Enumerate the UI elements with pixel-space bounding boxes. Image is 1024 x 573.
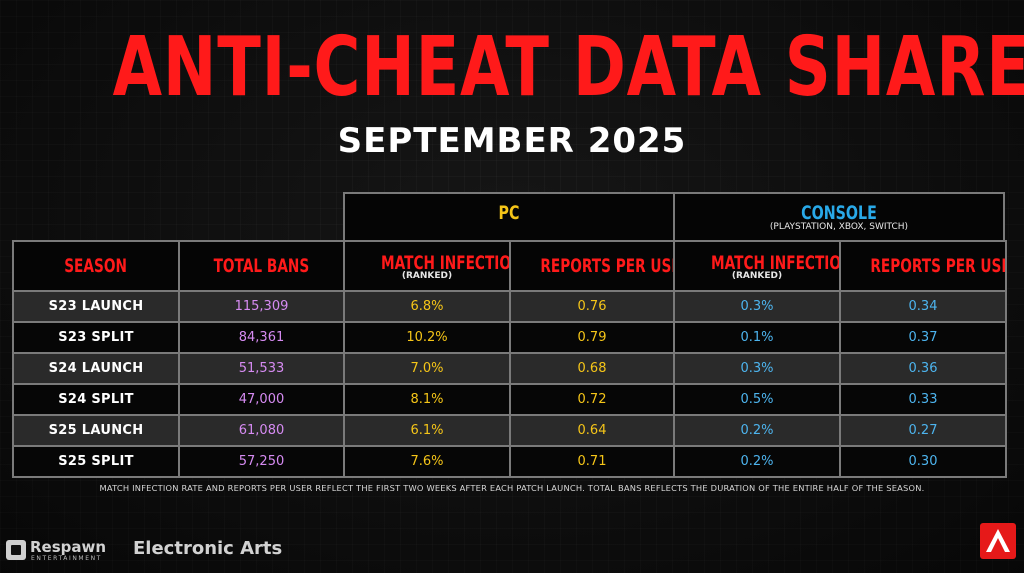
total-bans-cell: 115,309 [178,290,345,323]
page-subtitle: SEPTEMBER 2025 [337,121,687,161]
pc-reports-cell: 0.71 [509,445,675,478]
console-infection-cell: 0.1% [673,321,841,354]
pc-infection-cell: 6.1% [343,414,511,447]
console-infection-cell: 0.5% [673,383,841,416]
console-infection-cell: 0.3% [673,352,841,385]
ea-logo: Electronic Arts [133,538,283,559]
column-header-pc-match-infection: MATCH INFECTION RATE (RANKED) [343,240,511,292]
pc-infection-cell: 7.0% [343,352,511,385]
console-infection-cell: 0.2% [673,414,841,447]
console-group-sublabel: (PLAYSTATION, XBOX, SWITCH) [769,222,909,232]
console-infection-cell: 0.3% [673,290,841,323]
season-cell: S24 LAUNCH [12,352,180,385]
pc-infection-cell: 8.1% [343,383,511,416]
footnote: MATCH INFECTION RATE AND REPORTS PER USE… [99,483,925,493]
pc-reports-cell: 0.72 [509,383,675,416]
console-group-label: CONSOLE [801,202,877,224]
total-bans-cell: 51,533 [178,352,345,385]
season-cell: S23 SPLIT [12,321,180,354]
respawn-logo: Respawn ENTERTAINMENT [6,538,121,564]
page-title: ANTI-CHEAT DATA SHARE [112,20,1024,115]
console-reports-cell: 0.36 [839,352,1007,385]
pc-group-label: PC [498,202,520,224]
table-row: S23 SPLIT 84,361 10.2% 0.79 0.1% 0.37 [12,321,1007,354]
respawn-logo-name: Respawn [30,538,107,556]
console-reports-cell: 0.33 [839,383,1007,416]
pc-group-header: PC [343,192,675,242]
column-header-console-match-infection: MATCH INFECTION RATE (RANKED) [673,240,841,292]
console-infection-cell: 0.2% [673,445,841,478]
respawn-mark-icon [6,540,26,560]
anti-cheat-table: SEASON TOTAL BANS MATCH INFECTION RATE (… [12,240,1007,478]
table-header-row: SEASON TOTAL BANS MATCH INFECTION RATE (… [12,240,1007,292]
season-cell: S24 SPLIT [12,383,180,416]
respawn-logo-tag: ENTERTAINMENT [31,555,102,562]
pc-reports-cell: 0.79 [509,321,675,354]
table-row: S25 LAUNCH 61,080 6.1% 0.64 0.2% 0.27 [12,414,1007,447]
pc-reports-cell: 0.76 [509,290,675,323]
total-bans-cell: 84,361 [178,321,345,354]
console-reports-cell: 0.30 [839,445,1007,478]
total-bans-cell: 61,080 [178,414,345,447]
column-header-console-reports: REPORTS PER USER [839,240,1007,292]
console-reports-cell: 0.34 [839,290,1007,323]
pc-reports-cell: 0.64 [509,414,675,447]
column-header-total-bans: TOTAL BANS [178,240,345,292]
season-cell: S25 SPLIT [12,445,180,478]
console-reports-cell: 0.27 [839,414,1007,447]
column-header-season: SEASON [12,240,180,292]
column-header-pc-reports: REPORTS PER USER [509,240,675,292]
table-row: S24 LAUNCH 51,533 7.0% 0.68 0.3% 0.36 [12,352,1007,385]
console-reports-cell: 0.37 [839,321,1007,354]
pc-infection-cell: 6.8% [343,290,511,323]
table-row: S23 LAUNCH 115,309 6.8% 0.76 0.3% 0.34 [12,290,1007,323]
pc-infection-cell: 7.6% [343,445,511,478]
season-cell: S25 LAUNCH [12,414,180,447]
apex-logo-icon [980,523,1016,559]
pc-reports-cell: 0.68 [509,352,675,385]
console-group-header: CONSOLE (PLAYSTATION, XBOX, SWITCH) [673,192,1005,242]
season-cell: S23 LAUNCH [12,290,180,323]
total-bans-cell: 57,250 [178,445,345,478]
table-row: S24 SPLIT 47,000 8.1% 0.72 0.5% 0.33 [12,383,1007,416]
table-row: S25 SPLIT 57,250 7.6% 0.71 0.2% 0.30 [12,445,1007,478]
total-bans-cell: 47,000 [178,383,345,416]
pc-infection-cell: 10.2% [343,321,511,354]
